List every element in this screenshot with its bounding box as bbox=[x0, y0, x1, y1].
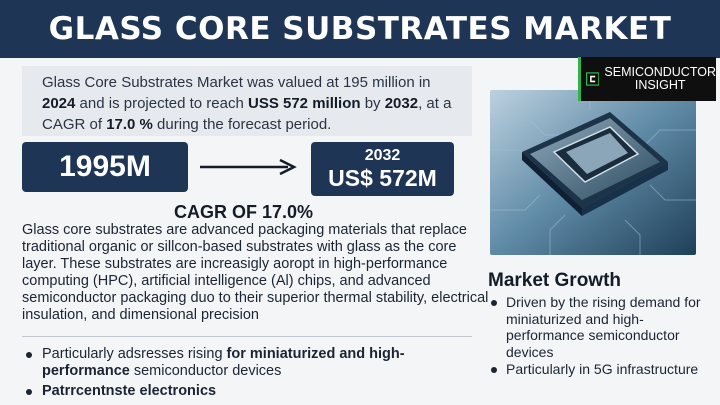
start-value: 1995M bbox=[59, 150, 151, 183]
list-item: Particularly adsresses rising for miniat… bbox=[22, 346, 482, 380]
end-year: 2032 bbox=[364, 147, 401, 164]
section-divider bbox=[22, 336, 472, 337]
end-value-box: 2032 US$ 572M bbox=[311, 142, 454, 196]
title-banner: GLASS CORE SUBSTRATES MARKET bbox=[0, 0, 720, 58]
description-paragraph: Glass core substrates are advanced packa… bbox=[22, 222, 489, 323]
list-item: Particularly in 5G infrastructure bbox=[488, 361, 714, 378]
intro-text-2: and is projected to reach bbox=[75, 95, 248, 112]
market-growth-heading: Market Growth bbox=[488, 270, 622, 291]
bullet-text-c: semiconductor devices bbox=[129, 363, 282, 379]
intro-text-1: Glass Core Substrates Market was valued … bbox=[42, 74, 431, 91]
list-item: Patrrcentnste electronics bbox=[22, 383, 482, 400]
intro-reach-value: USS 572 million bbox=[247, 95, 361, 112]
intro-year-start: 2024 bbox=[42, 95, 76, 112]
logo-line-1: SEMICONDUCTOR bbox=[604, 65, 716, 79]
market-growth-list: Driven by the rising demand for miniatur… bbox=[488, 294, 714, 379]
cagr-label: CAGR OF 17.0% bbox=[174, 202, 314, 222]
intro-summary: Glass Core Substrates Market was valued … bbox=[22, 66, 472, 136]
list-item: Driven by the rising demand for miniatur… bbox=[488, 294, 714, 360]
left-bullet-list: Particularly adsresses rising for miniat… bbox=[22, 346, 482, 402]
bullet-text-b: for miniaturized and high-performance bbox=[42, 346, 405, 379]
brand-logo: SEMICONDUCTOR INSIGHT bbox=[578, 57, 716, 101]
logo-line-2: INSIGHT bbox=[634, 78, 686, 92]
intro-cagr-value: 17.0 % bbox=[106, 116, 153, 133]
intro-year-end: 2032 bbox=[384, 95, 419, 112]
right-arrow-icon bbox=[200, 158, 297, 176]
intro-text-3: by bbox=[360, 95, 385, 112]
bullet-text-a: Particularly adsresses rising bbox=[42, 346, 227, 362]
processor-chip-image bbox=[490, 90, 696, 255]
page-title: GLASS CORE SUBSTRATES MARKET bbox=[48, 11, 672, 47]
logo-mark-icon bbox=[586, 72, 600, 86]
end-value: US$ 572M bbox=[328, 165, 437, 191]
intro-text-5: during the forecast period. bbox=[152, 116, 332, 133]
start-value-box: 1995M bbox=[22, 142, 188, 192]
intro-text-4: , at a CAGR of bbox=[42, 95, 452, 133]
